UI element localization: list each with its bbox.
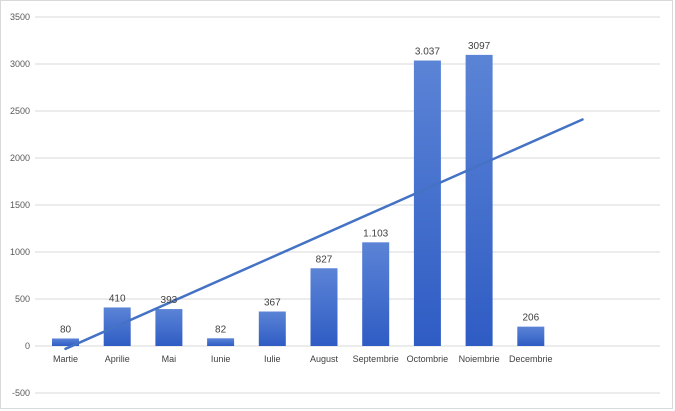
y-tick-label: 500 [15, 294, 30, 304]
bar [517, 326, 545, 346]
data-label: 1.103 [363, 228, 388, 239]
trendline [64, 118, 584, 351]
bar [465, 54, 493, 347]
data-label: 393 [161, 295, 178, 306]
y-tick-label: 3500 [10, 12, 30, 22]
y-tick-label: 2500 [10, 106, 30, 116]
bar [413, 60, 441, 346]
category-label: Decembrie [509, 354, 553, 364]
bar [155, 309, 183, 346]
category-label: Noiembrie [459, 354, 500, 364]
gridlines [35, 16, 660, 394]
data-labels: 80 410 393 82 367 827 1.103 3.037 3097 206 [60, 41, 540, 336]
y-axis: -500 0 500 1000 1500 2000 2500 3000 3500 [10, 12, 30, 398]
category-label: Martie [53, 354, 78, 364]
category-label: Octombrie [407, 354, 449, 364]
y-tick-label: 2000 [10, 153, 30, 163]
category-label: Septembrie [353, 354, 399, 364]
bar [207, 338, 235, 346]
trendline-line [64, 118, 584, 351]
category-label: Iunie [211, 354, 231, 364]
bars [52, 54, 545, 347]
data-label: 367 [264, 298, 281, 309]
category-label: Iulie [264, 354, 281, 364]
bar [362, 242, 390, 346]
category-label: Mai [162, 354, 177, 364]
bar [258, 311, 286, 346]
category-label: Aprilie [105, 354, 130, 364]
y-tick-label: 1000 [10, 247, 30, 257]
bar [52, 338, 79, 346]
data-label: 827 [316, 254, 333, 265]
y-tick-label: 3000 [10, 59, 30, 69]
x-axis: Martie Aprilie Mai Iunie Iulie August Septembr… [53, 354, 553, 364]
data-label: 3.037 [415, 47, 440, 58]
category-label: August [310, 354, 339, 364]
data-label: 3097 [468, 41, 491, 52]
y-tick-label: -500 [12, 388, 30, 398]
data-label: 82 [215, 324, 227, 335]
y-tick-label: 1500 [10, 200, 30, 210]
bar [310, 268, 338, 346]
y-tick-label: 0 [25, 341, 30, 351]
data-label: 410 [109, 293, 126, 304]
data-label: 206 [522, 313, 539, 324]
data-label: 80 [60, 324, 72, 335]
